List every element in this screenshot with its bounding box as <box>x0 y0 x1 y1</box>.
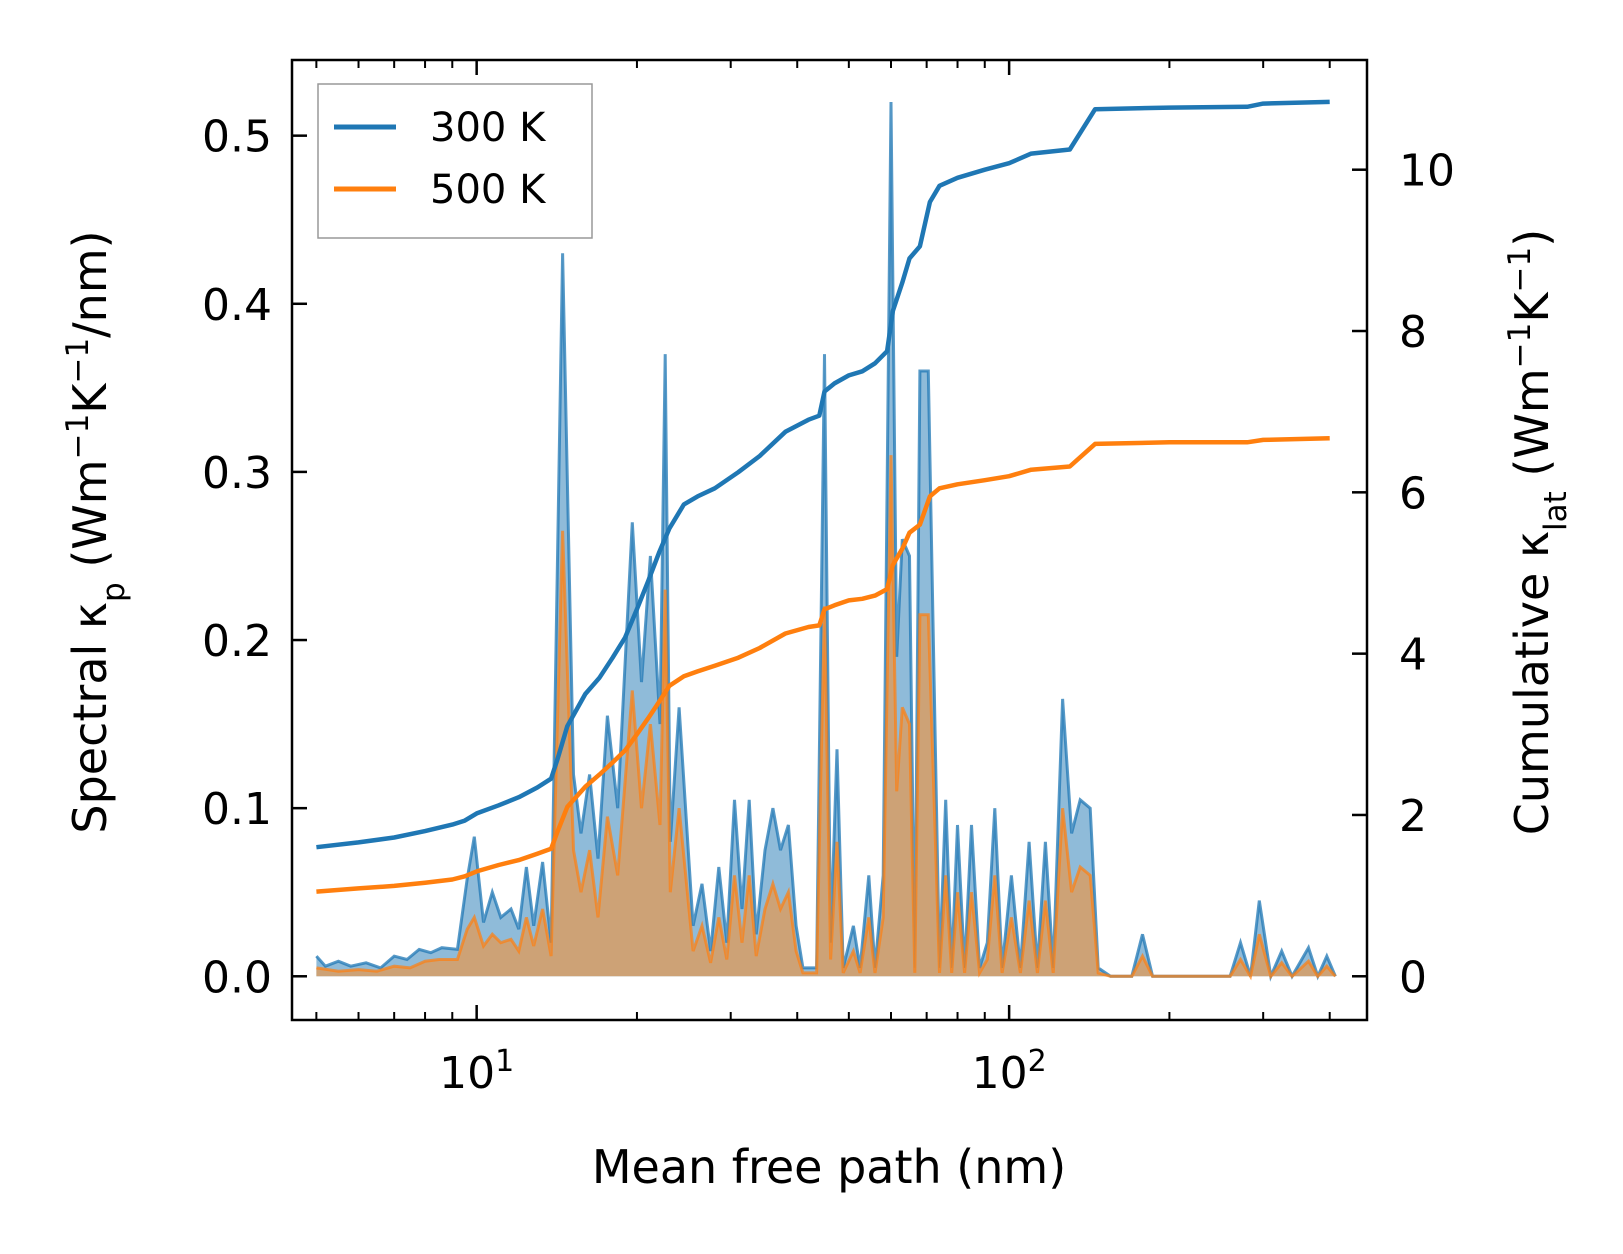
legend: 300 K 500 K <box>317 83 593 239</box>
left-y-tick-label: 0.2 <box>202 616 272 667</box>
right-y-tick-label: 8 <box>1399 307 1427 358</box>
spectral-edge-300k <box>315 101 1337 982</box>
cumulative-lines <box>316 99 1330 894</box>
right-y-tick-label: 6 <box>1399 468 1427 519</box>
cumulative-line-500k <box>316 436 1330 894</box>
x-axis-title: Mean free path (nm) <box>592 1140 1066 1194</box>
left-y-tick-label: 0.5 <box>202 112 272 163</box>
spectral-edge-500k <box>316 455 1337 981</box>
left-y-tick-label: 0.1 <box>202 784 272 835</box>
left-y-tick-label: 0.3 <box>202 448 272 499</box>
axis-ticks: 101 102 0.0 0.1 0.2 0.3 0.4 0.5 0 2 4 6 8 10 <box>202 60 1455 1099</box>
x-tick-label: 102 <box>972 1044 1047 1100</box>
left-y-tick-label: 0.4 <box>202 280 272 331</box>
plot-frame <box>290 58 1369 1022</box>
left-y-tick-label: 0.0 <box>202 952 272 1003</box>
legend-label-500k: 500 K <box>430 167 547 213</box>
spectral-areas <box>315 101 1337 982</box>
cumulative-line-300k <box>316 99 1330 850</box>
right-y-tick-label: 0 <box>1399 952 1427 1003</box>
x-tick-label: 101 <box>439 1044 514 1100</box>
legend-label-300k: 300 K <box>430 105 547 151</box>
right-y-tick-label: 4 <box>1399 630 1427 681</box>
left-y-axis-title: Spectral κp (Wm−1K−1/nm) <box>60 230 132 833</box>
right-y-tick-label: 10 <box>1399 146 1455 197</box>
legend-box <box>317 83 593 239</box>
right-y-tick-label: 2 <box>1399 791 1427 842</box>
right-y-axis-title: Cumulative κlat (Wm−1K−1) <box>1502 229 1574 835</box>
